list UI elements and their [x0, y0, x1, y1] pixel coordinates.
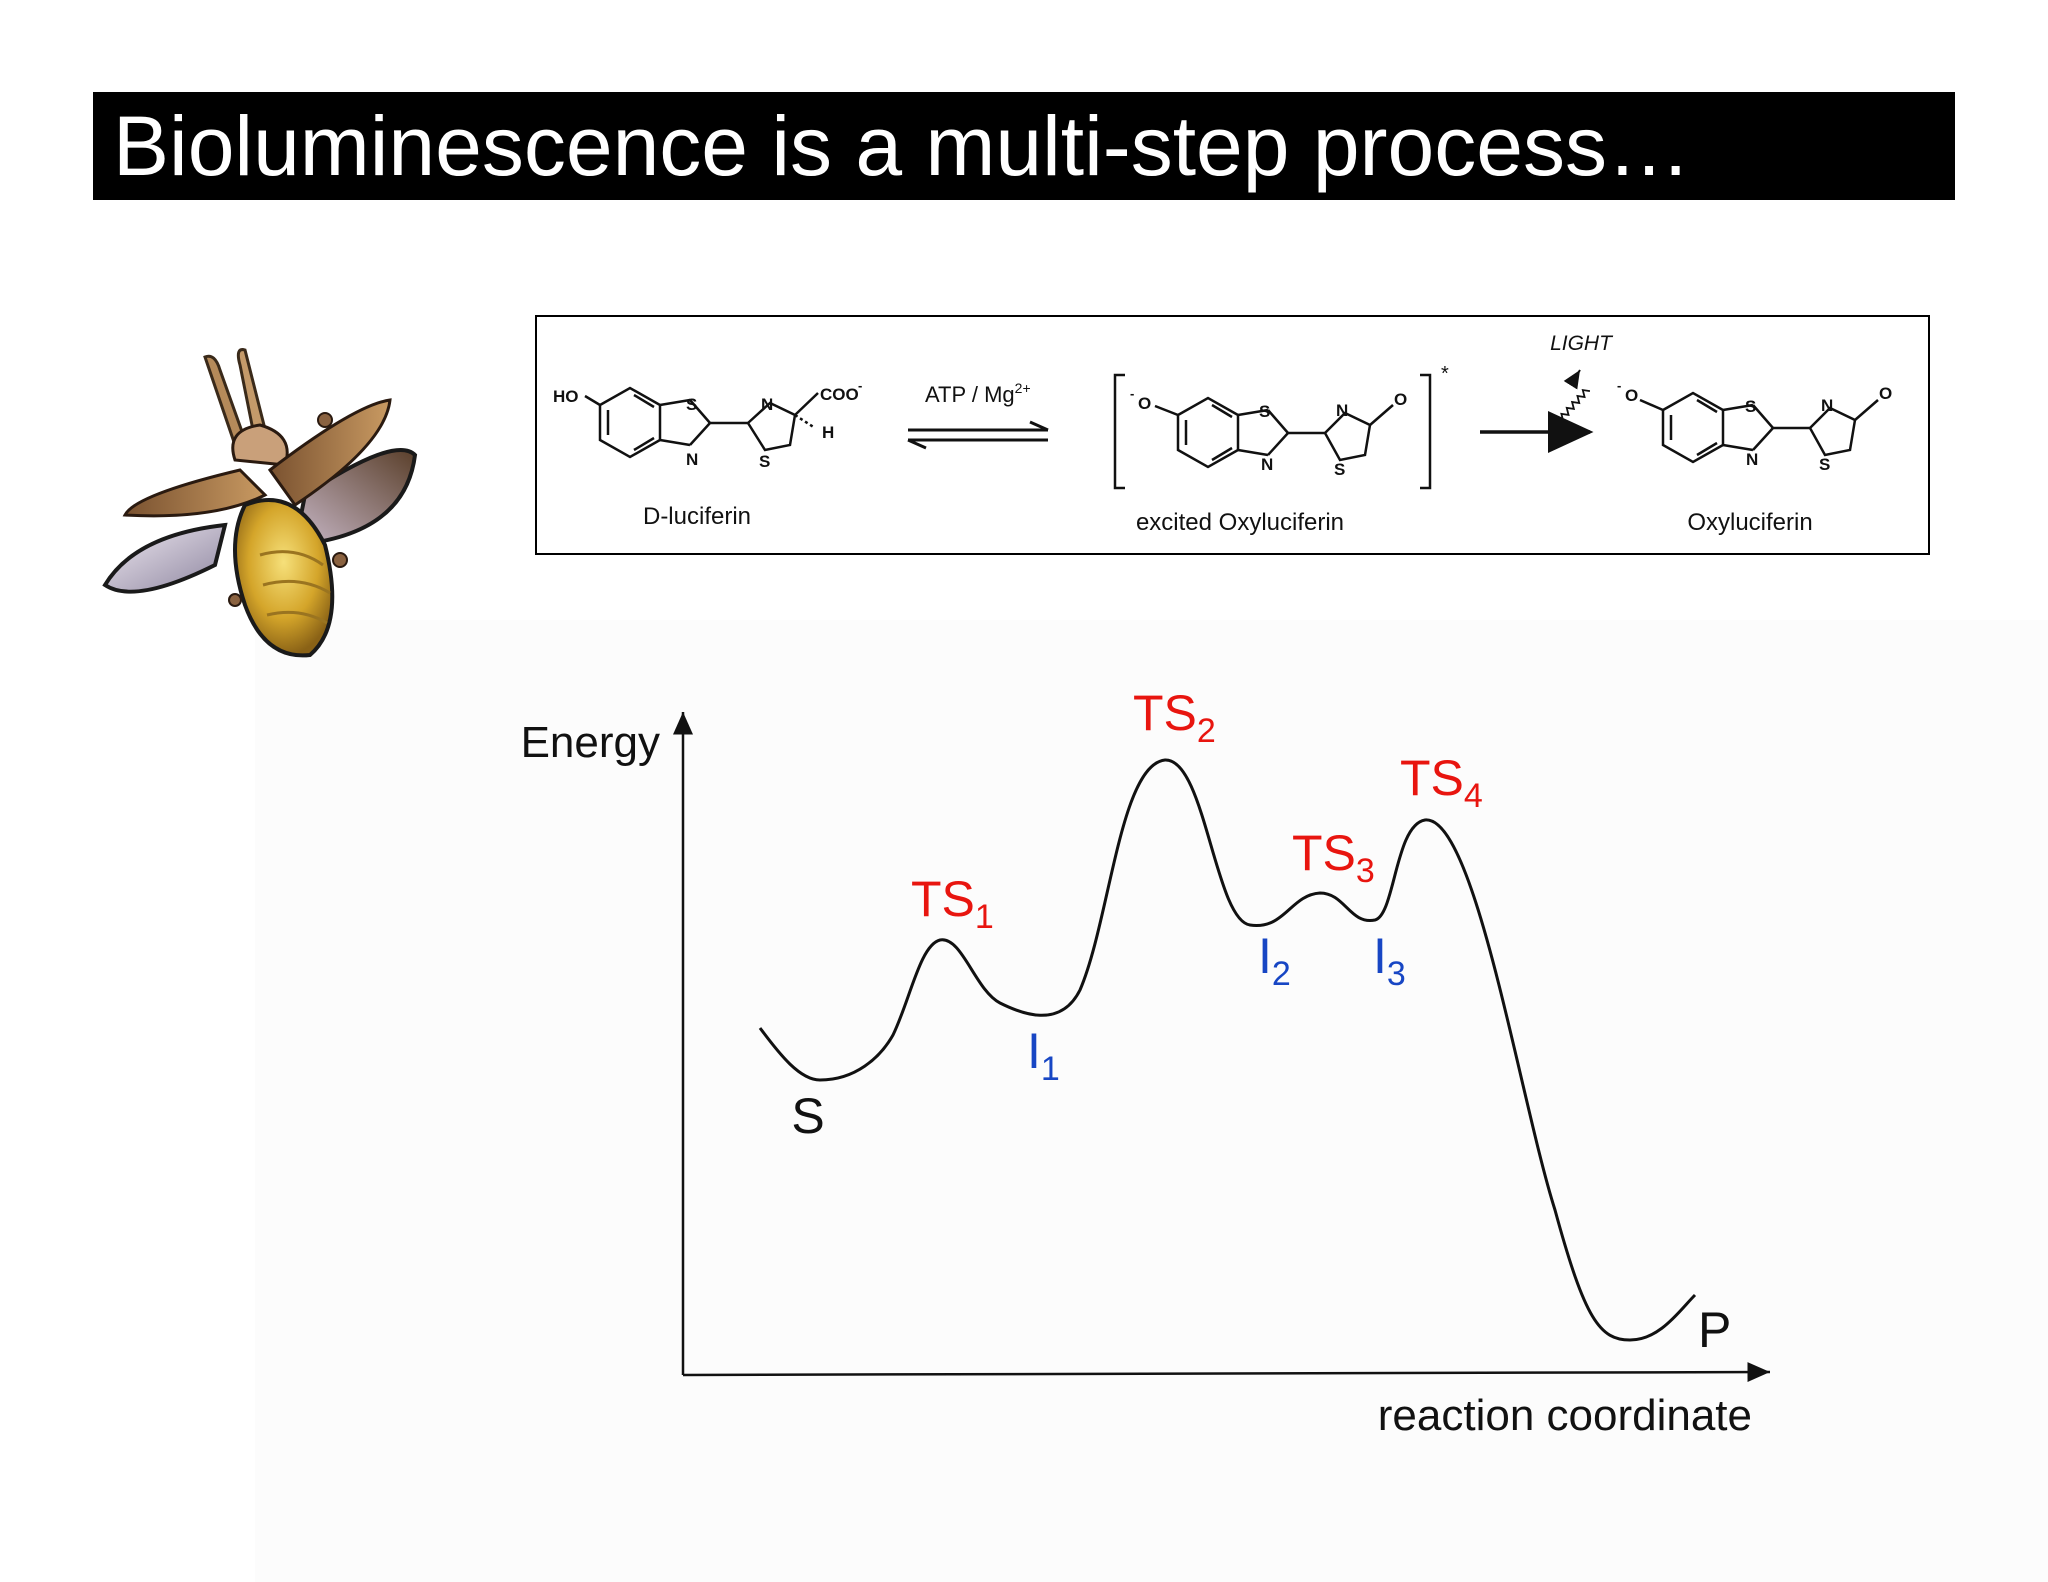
- equilibrium-arrows: [907, 420, 1049, 450]
- label-TS3: TS3: [1292, 825, 1375, 890]
- light-arrow-icon: [1563, 369, 1581, 390]
- label-S: S: [791, 1088, 824, 1144]
- d-luciferin-atoms: HO S N N S COO - H: [553, 378, 862, 471]
- svg-text:O: O: [1138, 394, 1151, 413]
- light-label: LIGHT: [1550, 332, 1614, 355]
- product-label: Oxyluciferin: [1687, 509, 1812, 536]
- svg-text:S: S: [1819, 455, 1830, 474]
- excited-oxyluciferin-atoms: - O S N N S O: [1130, 386, 1407, 479]
- label-TS2: TS2: [1133, 685, 1216, 750]
- x-axis: [682, 1362, 1771, 1383]
- energy-curve: [758, 758, 1697, 1342]
- svg-text:N: N: [1746, 450, 1758, 469]
- svg-text:O: O: [1394, 390, 1407, 409]
- svg-text:S: S: [686, 395, 697, 414]
- d-luciferin-structure: [584, 386, 819, 459]
- svg-text:S: S: [1745, 397, 1756, 416]
- svg-text:N: N: [1821, 396, 1833, 415]
- label-P: P: [1698, 1302, 1731, 1358]
- oxyluciferin-atoms: - O S N N S O: [1617, 378, 1892, 474]
- svg-text:N: N: [686, 450, 698, 469]
- label-I3: I3: [1373, 928, 1406, 993]
- svg-text:S: S: [1334, 460, 1345, 479]
- excited-mark: *: [1441, 363, 1449, 385]
- svg-text:-: -: [1617, 378, 1621, 393]
- intermediate-label: excited Oxyluciferin: [1136, 509, 1344, 536]
- firefly-image: [102, 348, 418, 658]
- reactant-label: D-luciferin: [643, 503, 751, 530]
- svg-text:S: S: [759, 452, 770, 471]
- excited-oxyluciferin-structure: [1113, 373, 1432, 490]
- title-bar: Bioluminescence is a multi-step process…: [93, 92, 1955, 200]
- svg-text:-: -: [1130, 386, 1134, 401]
- svg-text:O: O: [1879, 384, 1892, 403]
- reaction-scheme-box: [535, 315, 1930, 555]
- svg-text:N: N: [761, 395, 773, 414]
- y-axis-label: Energy: [521, 718, 660, 767]
- svg-text:-: -: [858, 378, 862, 393]
- svg-text:HO: HO: [553, 387, 579, 406]
- oxyluciferin-structure: [1639, 391, 1879, 464]
- svg-text:N: N: [1261, 455, 1273, 474]
- x-axis-label: reaction coordinate: [1378, 1391, 1752, 1440]
- label-TS1: TS1: [911, 871, 994, 936]
- label-I1: I1: [1027, 1023, 1060, 1088]
- svg-text:O: O: [1625, 386, 1638, 405]
- slide-title: Bioluminescence is a multi-step process…: [113, 99, 1691, 193]
- label-TS4: TS4: [1400, 750, 1483, 815]
- content-background: [255, 620, 2048, 1582]
- label-I2: I2: [1258, 928, 1291, 993]
- light-wave-icon: [1554, 388, 1591, 427]
- svg-text:H: H: [822, 423, 834, 442]
- arrow1-label: ATP / Mg2+: [925, 380, 1031, 407]
- svg-text:COO: COO: [820, 385, 859, 404]
- svg-text:N: N: [1336, 401, 1348, 420]
- svg-text:S: S: [1259, 402, 1270, 421]
